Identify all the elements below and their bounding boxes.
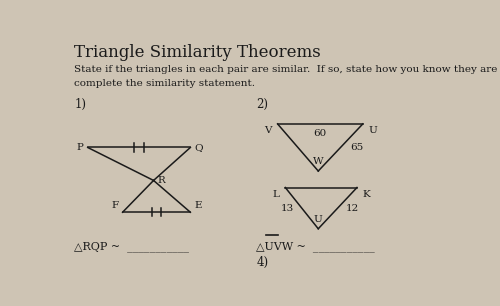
Text: 1): 1) [74, 98, 86, 111]
Text: L: L [272, 190, 280, 199]
Text: F: F [112, 201, 118, 210]
Text: State if the triangles in each pair are similar.  If so, state how you know they: State if the triangles in each pair are … [74, 65, 500, 74]
Text: 12: 12 [346, 203, 358, 213]
Text: Triangle Similarity Theorems: Triangle Similarity Theorems [74, 44, 321, 61]
Text: W: W [313, 157, 324, 166]
Text: 13: 13 [281, 203, 294, 213]
Text: U: U [314, 215, 322, 224]
Text: E: E [194, 201, 202, 210]
Text: 4): 4) [256, 256, 268, 269]
Text: Q: Q [194, 143, 203, 152]
Text: U: U [368, 126, 378, 135]
Text: 60: 60 [314, 129, 327, 138]
Text: R: R [158, 176, 165, 185]
Text: P: P [77, 143, 84, 152]
Text: 2): 2) [256, 98, 268, 111]
Text: 65: 65 [350, 143, 364, 152]
Text: △UVW ~  ___________: △UVW ~ ___________ [256, 242, 375, 252]
Text: complete the similarity statement.: complete the similarity statement. [74, 79, 255, 88]
Text: △RQP ~  ___________: △RQP ~ ___________ [74, 242, 189, 252]
Text: V: V [264, 126, 272, 135]
Text: K: K [363, 190, 370, 199]
